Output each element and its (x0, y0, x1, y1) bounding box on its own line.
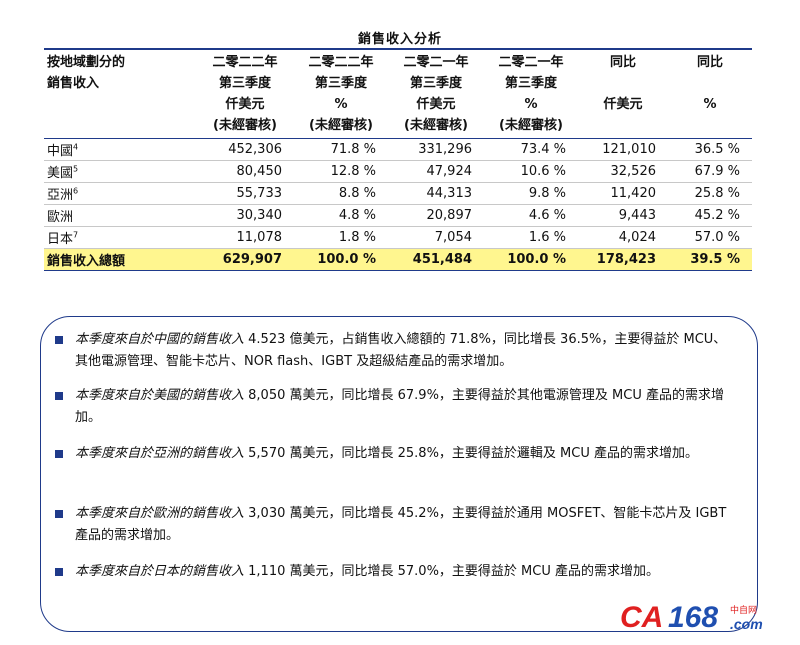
total-cell: 629,907 (196, 248, 294, 271)
value-cell: 36.5 % (668, 138, 752, 161)
table-row: 中國4 452,306 71.8 % 331,296 73.4 % 121,01… (44, 138, 752, 161)
bullet-square-icon (55, 450, 63, 458)
total-row: 銷售收入總額 629,907 100.0 % 451,484 100.0 % 1… (44, 248, 752, 271)
region-cell: 歐洲 (44, 204, 196, 227)
total-cell: 39.5 % (668, 248, 752, 271)
header-col: 二零二一年 第三季度% (未經審核) (484, 52, 578, 139)
total-cell: 451,484 (388, 248, 484, 271)
logo-cn-text: 中自网 (730, 604, 757, 616)
ca168-logo: CA 168 中自网 .com (620, 601, 763, 634)
note-item: 本季度來自於日本的銷售收入 1,110 萬美元，同比增長 57.0%，主要得益於… (55, 561, 727, 583)
value-cell: 67.9 % (668, 160, 752, 183)
table-row: 亞洲6 55,733 8.8 % 44,313 9.8 % 11,420 25.… (44, 182, 752, 205)
value-cell: 331,296 (388, 138, 484, 161)
value-cell: 4,024 (578, 226, 668, 249)
value-cell: 20,897 (388, 204, 484, 227)
region-cell: 亞洲6 (44, 182, 196, 205)
value-cell: 44,313 (388, 182, 484, 205)
sales-table: 按地域劃分的 銷售收入 二零二二年 第三季度 仟美元 (未經審核) 二零二二年 第三季度… (44, 52, 752, 271)
logo-number-text: 168 (668, 601, 718, 634)
note-item: 本季度來自於亞洲的銷售收入 5,570 萬美元，同比增長 25.8%，主要得益於… (55, 443, 727, 465)
bullet-square-icon (55, 392, 63, 400)
value-cell: 11,420 (578, 182, 668, 205)
value-cell: 73.4 % (484, 138, 578, 161)
header-col: 同比 仟美元 (578, 52, 668, 139)
value-cell: 8.8 % (294, 182, 388, 205)
logo-ca-text: CA (620, 601, 663, 634)
value-cell: 55,733 (196, 182, 294, 205)
value-cell: 452,306 (196, 138, 294, 161)
title-rule (44, 48, 752, 50)
value-cell: 11,078 (196, 226, 294, 249)
total-cell: 100.0 % (484, 248, 578, 271)
value-cell: 10.6 % (484, 160, 578, 183)
header-row: 按地域劃分的 銷售收入 二零二二年 第三季度 仟美元 (未經審核) 二零二二年 第三季度… (44, 52, 752, 139)
value-cell: 4.8 % (294, 204, 388, 227)
note-item: 本季度來自於歐洲的銷售收入 3,030 萬美元，同比增長 45.2%，主要得益於… (55, 503, 727, 547)
value-cell: 45.2 % (668, 204, 752, 227)
value-cell: 9.8 % (484, 182, 578, 205)
bullet-square-icon (55, 336, 63, 344)
value-cell: 32,526 (578, 160, 668, 183)
value-cell: 121,010 (578, 138, 668, 161)
value-cell: 80,450 (196, 160, 294, 183)
region-cell: 美國5 (44, 160, 196, 183)
note-item: 本季度來自於中國的銷售收入 4.523 億美元，占銷售收入總額的 71.8%，同… (55, 329, 727, 373)
notes-box: 本季度來自於中國的銷售收入 4.523 億美元，占銷售收入總額的 71.8%，同… (40, 316, 758, 632)
value-cell: 9,443 (578, 204, 668, 227)
region-cell: 中國4 (44, 138, 196, 161)
value-cell: 71.8 % (294, 138, 388, 161)
header-col: 二零二二年 第三季度 仟美元 (未經審核) (196, 52, 294, 139)
table-row: 日本7 11,078 1.8 % 7,054 1.6 % 4,024 57.0 … (44, 226, 752, 249)
total-cell: 178,423 (578, 248, 668, 271)
value-cell: 25.8 % (668, 182, 752, 205)
value-cell: 1.8 % (294, 226, 388, 249)
value-cell: 4.6 % (484, 204, 578, 227)
value-cell: 47,924 (388, 160, 484, 183)
value-cell: 12.8 % (294, 160, 388, 183)
total-cell: 100.0 % (294, 248, 388, 271)
header-region: 按地域劃分的 銷售收入 (44, 52, 196, 139)
region-cell: 日本7 (44, 226, 196, 249)
header-col: 二零二一年 第三季度 仟美元 (未經審核) (388, 52, 484, 139)
table-title: 銷售收入分析 (357, 32, 442, 47)
value-cell: 1.6 % (484, 226, 578, 249)
header-col: 二零二二年 第三季度% (未經審核) (294, 52, 388, 139)
logo-dotcom-text: .com (730, 616, 763, 632)
table-row: 歐洲 30,340 4.8 % 20,897 4.6 % 9,443 45.2 … (44, 204, 752, 227)
value-cell: 57.0 % (668, 226, 752, 249)
bullet-square-icon (55, 510, 63, 518)
value-cell: 30,340 (196, 204, 294, 227)
total-label: 銷售收入總額 (44, 248, 196, 271)
table-row: 美國5 80,450 12.8 % 47,924 10.6 % 32,526 6… (44, 160, 752, 183)
value-cell: 7,054 (388, 226, 484, 249)
header-col: 同比% (668, 52, 752, 139)
bullet-square-icon (55, 568, 63, 576)
note-item: 本季度來自於美國的銷售收入 8,050 萬美元，同比增長 67.9%，主要得益於… (55, 385, 727, 429)
